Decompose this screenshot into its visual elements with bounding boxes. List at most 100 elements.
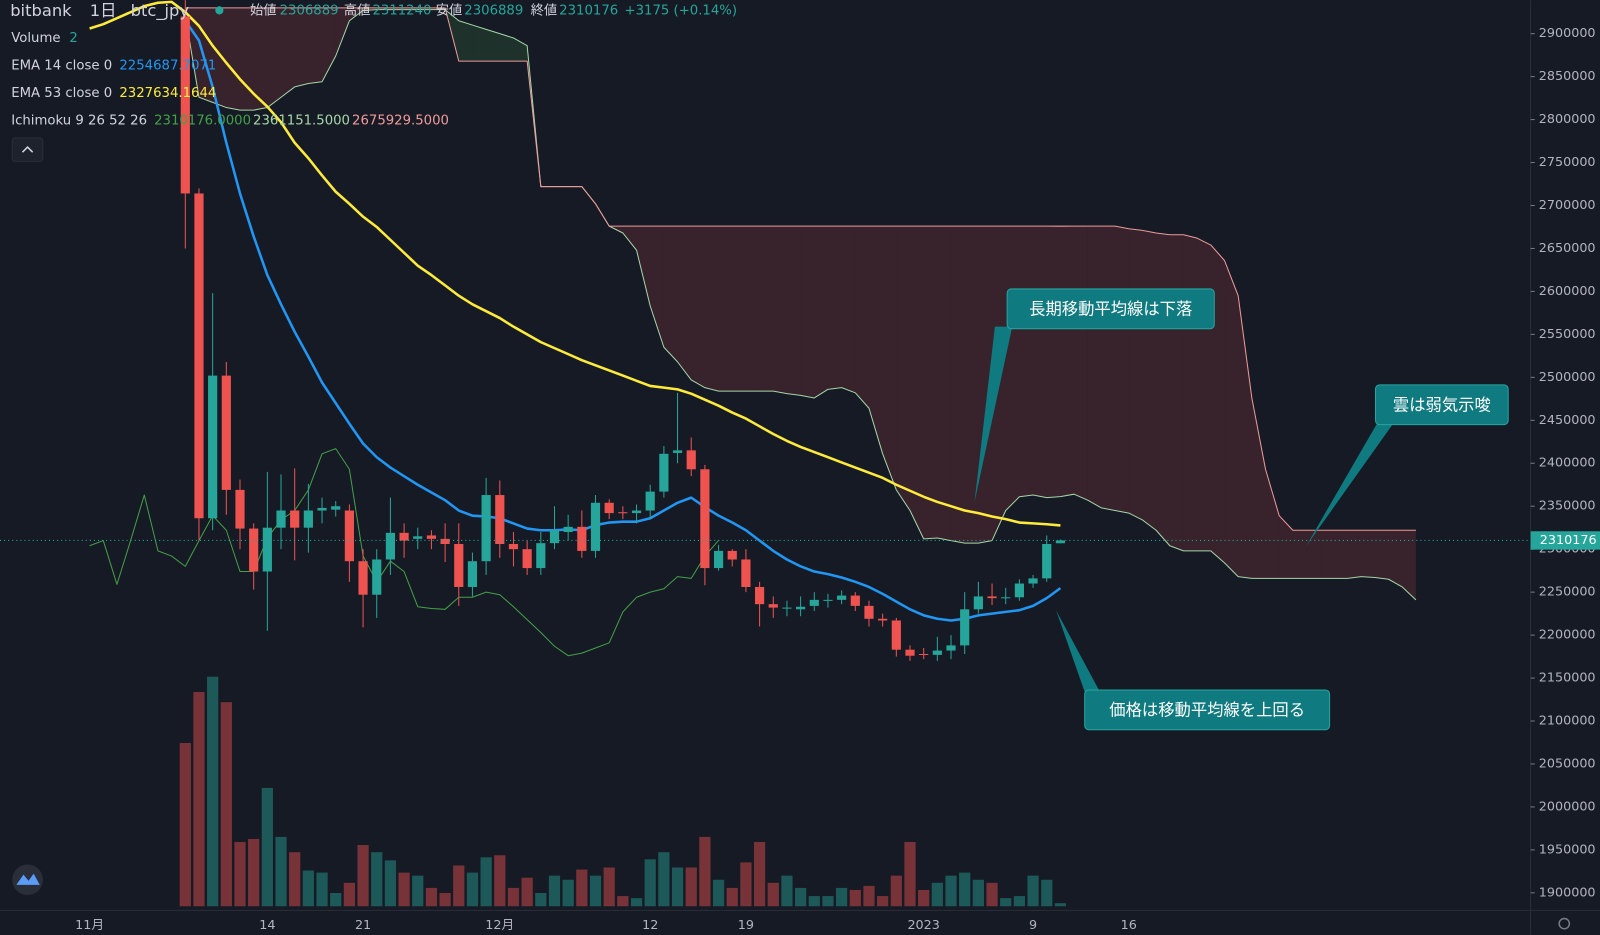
candle-body bbox=[946, 645, 956, 651]
candle-body bbox=[590, 502, 601, 551]
candle-body bbox=[618, 512, 628, 514]
volume-bar bbox=[1013, 896, 1025, 907]
candle-body bbox=[713, 550, 724, 569]
legend: bitbank 1日 btc_jpy 始値 2306889 高値 2311240 安値 2… bbox=[10, 1, 737, 129]
volume-bar bbox=[890, 875, 902, 907]
interval[interactable]: 1日 bbox=[90, 1, 117, 20]
y-tick-label: 2150000 bbox=[1539, 671, 1596, 686]
cloud-segment bbox=[1183, 234, 1198, 551]
y-tick-label: 1950000 bbox=[1539, 842, 1596, 857]
y-tick-label: 2800000 bbox=[1539, 112, 1596, 127]
cloud-segment bbox=[499, 33, 514, 62]
change-value: +3175 (+0.14%) bbox=[624, 3, 737, 18]
volume-bar bbox=[726, 887, 738, 907]
collapse-button[interactable] bbox=[11, 137, 44, 162]
volume-bar bbox=[822, 896, 834, 907]
candle-body bbox=[262, 527, 272, 572]
cloud-segment bbox=[650, 226, 664, 348]
ema-line bbox=[184, 20, 1062, 622]
cloud-segment bbox=[212, 7, 227, 108]
x-tick-label: 12 bbox=[642, 918, 658, 933]
cloud-segment bbox=[718, 226, 733, 392]
logo[interactable] bbox=[12, 864, 43, 896]
cloud-segment bbox=[1046, 226, 1061, 498]
cloud-segment bbox=[636, 226, 651, 307]
ohlc-value: 2306889 bbox=[464, 3, 523, 18]
candle-body bbox=[973, 596, 983, 610]
ichimoku-legend-value: 2310176.0000 bbox=[154, 114, 251, 129]
volume-bar bbox=[603, 867, 615, 907]
candle-body bbox=[809, 599, 819, 606]
volume-bar bbox=[248, 838, 260, 907]
ichimoku-legend: Ichimoku 9 26 52 26 bbox=[11, 114, 147, 129]
y-tick-label: 2700000 bbox=[1539, 198, 1596, 213]
cloud-segment bbox=[663, 226, 678, 362]
candle-body bbox=[1001, 597, 1011, 599]
legend-collapse[interactable] bbox=[11, 137, 44, 162]
volume-bar bbox=[398, 872, 410, 907]
x-tick-label: 21 bbox=[355, 918, 371, 933]
cloud-segment bbox=[855, 226, 869, 409]
cloud-segment bbox=[910, 226, 924, 539]
x-tick-label: 12月 bbox=[485, 918, 514, 933]
callout-text: 雲は弱気示唆 bbox=[1393, 395, 1491, 414]
cloud-segment bbox=[896, 226, 910, 511]
y-tick-label: 2400000 bbox=[1539, 456, 1596, 471]
cloud-segment bbox=[1033, 226, 1047, 498]
volume-bar bbox=[548, 875, 561, 907]
cloud-segment bbox=[486, 29, 500, 62]
cloud-segment bbox=[253, 7, 268, 111]
cloud-segment bbox=[1101, 226, 1116, 511]
candle-body bbox=[344, 510, 354, 562]
volume-bar bbox=[412, 875, 424, 907]
settings-button[interactable] bbox=[1558, 917, 1571, 930]
y-tick-label: 2250000 bbox=[1539, 585, 1596, 600]
volume-bar bbox=[972, 879, 984, 907]
ohlc-label: 終値 bbox=[531, 2, 558, 18]
volume-bar bbox=[740, 862, 752, 907]
y-tick-label: 2750000 bbox=[1539, 155, 1596, 170]
volume-bar bbox=[685, 867, 697, 907]
volume-bar bbox=[521, 877, 533, 907]
candle-body bbox=[1055, 540, 1065, 544]
cloud-segment bbox=[1019, 226, 1034, 497]
volume-legend-value: 2 bbox=[69, 31, 77, 46]
candle-body bbox=[508, 544, 519, 550]
ichimoku-legend-value: 2361151.5000 bbox=[253, 114, 350, 129]
volume-bar bbox=[453, 865, 465, 907]
axes: 1900000 1950000 2000000 2050000 2100000 21500… bbox=[75, 26, 1600, 933]
symbol[interactable]: btc_jpy bbox=[131, 1, 190, 21]
cloud-segment bbox=[267, 7, 282, 108]
y-tick-label: 2350000 bbox=[1539, 499, 1596, 514]
ohlc-value: 2306889 bbox=[280, 3, 339, 18]
y-tick-label: 2500000 bbox=[1539, 370, 1596, 385]
candle-body bbox=[467, 561, 478, 587]
volume-bar bbox=[576, 869, 588, 907]
volume-bar bbox=[466, 872, 479, 907]
cloud-segment bbox=[1005, 226, 1020, 511]
cloud-segment bbox=[1279, 515, 1293, 579]
candle-body bbox=[700, 469, 710, 569]
candle-body bbox=[290, 510, 300, 528]
ichimoku-legend-value: 2675929.5000 bbox=[352, 114, 449, 129]
candle-body bbox=[659, 453, 669, 492]
candle-body bbox=[577, 526, 587, 551]
volume-bar bbox=[849, 889, 861, 907]
y-tick-label: 1900000 bbox=[1539, 885, 1596, 900]
cloud-segment bbox=[1320, 530, 1334, 579]
settings-icon[interactable] bbox=[1558, 917, 1571, 930]
ema-legend-value: 2327634.1644 bbox=[119, 86, 216, 101]
cloud-segment bbox=[1292, 530, 1307, 579]
volume-bar bbox=[302, 870, 314, 907]
logo-icon bbox=[16, 873, 40, 885]
candle-body bbox=[399, 532, 409, 541]
price-label-bg bbox=[1530, 531, 1600, 550]
volume-bar bbox=[795, 887, 807, 907]
candle-body bbox=[631, 510, 642, 514]
volume-bar bbox=[330, 893, 342, 907]
candle-body bbox=[276, 510, 286, 528]
volume-bar bbox=[179, 743, 191, 907]
volume-bar bbox=[1000, 898, 1012, 907]
candle-body bbox=[960, 609, 970, 646]
collapse-chevron bbox=[21, 146, 34, 153]
